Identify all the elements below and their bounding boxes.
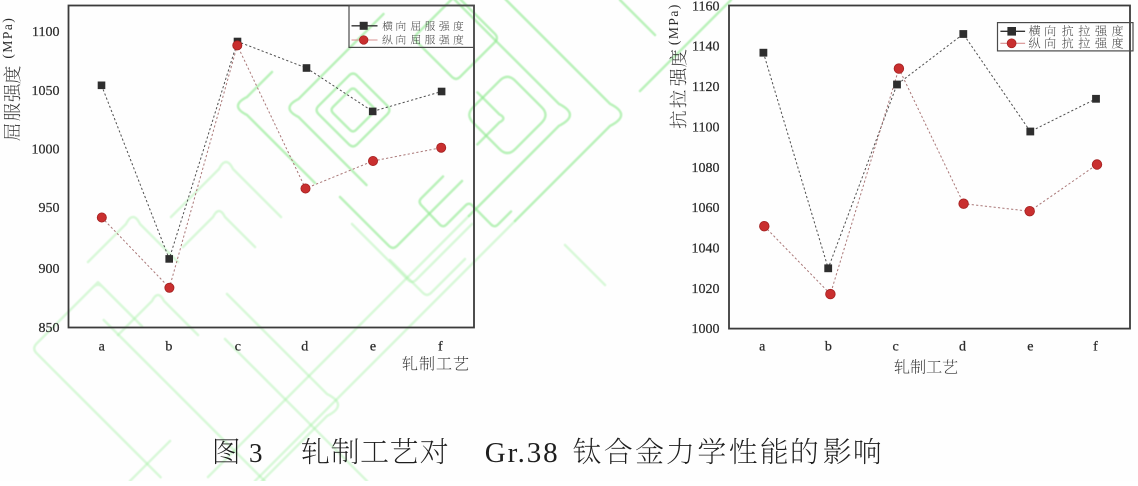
- svg-text:1040: 1040: [692, 242, 720, 257]
- svg-text:b: b: [165, 339, 172, 354]
- svg-text:e: e: [370, 339, 376, 354]
- svg-text:900: 900: [39, 262, 60, 277]
- svg-text:c: c: [235, 339, 241, 354]
- svg-text:f: f: [1093, 340, 1098, 355]
- svg-text:d: d: [301, 339, 308, 354]
- svg-text:1000: 1000: [692, 322, 720, 337]
- svg-text:3: 3: [249, 438, 263, 468]
- svg-text:1000: 1000: [32, 143, 60, 158]
- svg-text:1100: 1100: [692, 120, 719, 135]
- svg-text:e: e: [1027, 340, 1033, 355]
- svg-text:c: c: [892, 340, 898, 355]
- svg-text:f: f: [438, 339, 443, 354]
- svg-text:1050: 1050: [32, 84, 60, 99]
- svg-text:a: a: [99, 339, 106, 354]
- svg-text:1160: 1160: [692, 0, 719, 14]
- svg-text:1020: 1020: [692, 282, 720, 297]
- svg-text:d: d: [959, 340, 966, 355]
- svg-text:1140: 1140: [692, 40, 719, 55]
- svg-text:(MPa): (MPa): [666, 3, 681, 45]
- svg-text:1060: 1060: [692, 201, 720, 216]
- svg-text:1080: 1080: [692, 161, 720, 176]
- svg-text:b: b: [825, 340, 832, 355]
- svg-text:1120: 1120: [692, 80, 719, 95]
- svg-text:Gr.38: Gr.38: [485, 437, 560, 469]
- svg-text:1100: 1100: [32, 25, 59, 40]
- svg-text:(MPa): (MPa): [0, 17, 15, 59]
- svg-text:850: 850: [39, 321, 60, 336]
- svg-text:a: a: [759, 340, 766, 355]
- svg-text:950: 950: [39, 201, 60, 216]
